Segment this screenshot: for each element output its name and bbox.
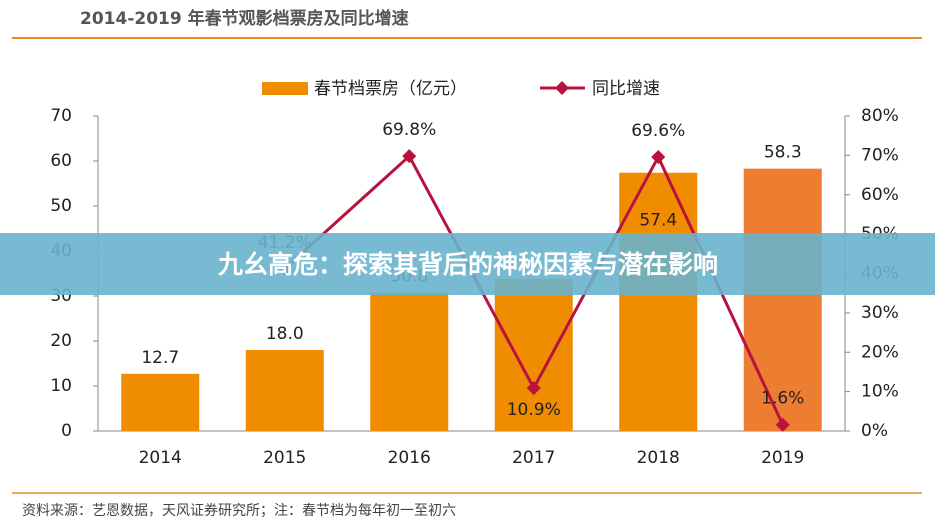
growth-value-label: 1.6%: [761, 389, 804, 409]
y2-tick-label: 20%: [861, 342, 899, 362]
bar: [370, 292, 449, 431]
y2-tick-label: 30%: [861, 303, 899, 323]
growth-marker: [651, 149, 666, 164]
growth-marker: [775, 417, 790, 432]
y2-tick-label: 70%: [861, 145, 899, 165]
y2-tick-label: 60%: [861, 185, 899, 205]
legend-marker: [555, 81, 569, 95]
growth-value-label: 69.6%: [631, 121, 685, 141]
y2-tick-label: 80%: [861, 106, 899, 126]
y-tick-label: 70: [50, 106, 72, 126]
y-tick-label: 10: [50, 376, 72, 396]
x-tick-label: 2019: [761, 448, 804, 468]
growth-value-label: 69.8%: [382, 120, 436, 140]
source-note: 资料来源：艺恩数据，天风证券研究所；注：春节档为每年初一至初六: [22, 502, 456, 519]
bar-value-label: 58.3: [764, 143, 802, 163]
y-tick-label: 50: [50, 196, 72, 216]
y-tick-label: 0: [61, 421, 72, 441]
x-tick-label: 2016: [388, 448, 431, 468]
y-tick-label: 60: [50, 151, 72, 171]
bar: [743, 168, 822, 431]
banner-text: 九幺高危：探索其背后的神秘因素与潜在影响: [217, 250, 718, 279]
y2-tick-label: 0%: [861, 421, 888, 441]
x-tick-label: 2014: [139, 448, 182, 468]
bar: [245, 350, 324, 431]
y2-tick-label: 10%: [861, 382, 899, 402]
legend-label: 春节档票房（亿元）: [314, 79, 467, 99]
legend-swatch: [262, 82, 308, 95]
bar-value-label: 18.0: [266, 324, 304, 344]
x-tick-label: 2017: [512, 448, 555, 468]
x-tick-label: 2018: [637, 448, 680, 468]
y-tick-label: 20: [50, 331, 72, 351]
bar-value-label: 12.7: [141, 348, 179, 368]
growth-marker: [526, 381, 541, 396]
bar: [494, 278, 573, 431]
growth-marker: [402, 149, 417, 164]
growth-value-label: 10.9%: [507, 400, 561, 420]
bar-value-label: 57.4: [639, 211, 677, 231]
bar: [121, 373, 200, 431]
banner-band: [0, 233, 935, 295]
chart-title: 2014-2019 年春节观影档票房及同比增速: [80, 8, 409, 29]
legend-label: 同比增速: [592, 79, 660, 99]
x-tick-label: 2015: [263, 448, 306, 468]
